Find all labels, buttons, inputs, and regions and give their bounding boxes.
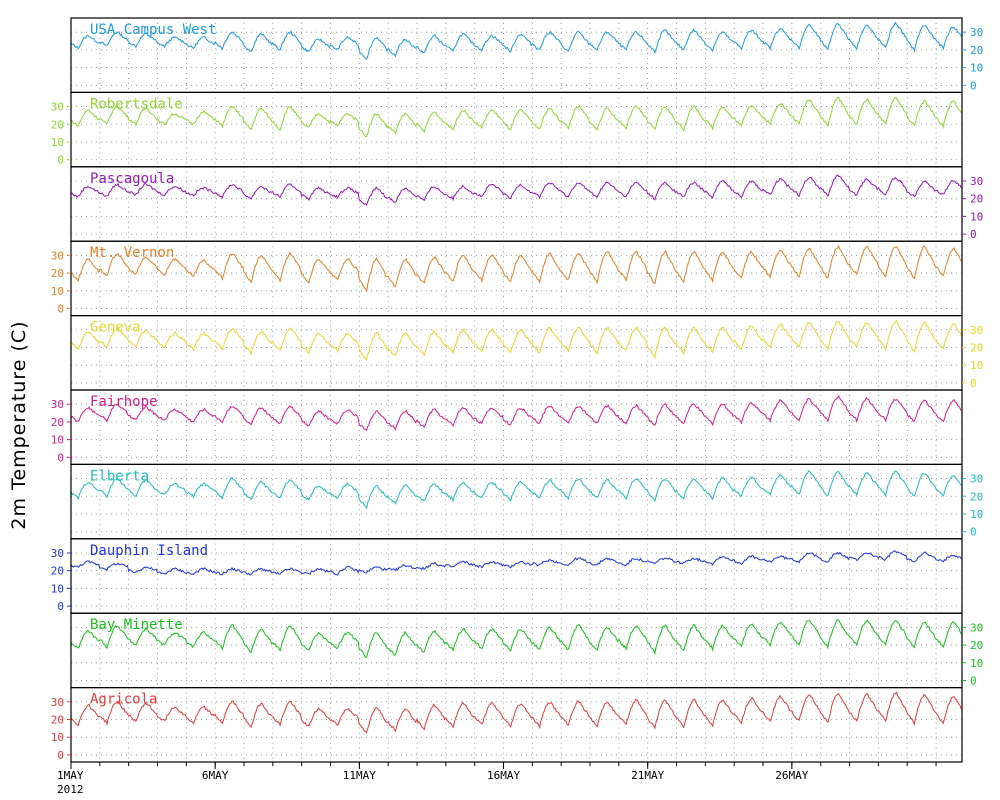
panel-robertsdale: 0 10 20 30 Robertsdale [51,91,963,168]
y-tick-label: 20 [970,341,983,354]
y-tick-label: 10 [970,359,983,372]
y-tick-label: 0 [57,154,64,167]
x-tick-label: 6MAY [202,769,229,782]
x-tick-label: 11MAY [343,769,376,782]
panel-frame [70,166,963,242]
y-tick-label: 10 [970,210,983,223]
panel-usa-campus-west: 0 10 20 30 USA Campus West [70,17,983,94]
y-tick-label: 10 [970,508,983,521]
panel-dauphin-island: 0 10 20 30 Dauphin Island [51,538,963,614]
y-tick-label: 10 [51,582,64,595]
y-tick-label: 10 [970,657,983,670]
y-tick-label: 0 [970,228,977,241]
panel-frame [70,686,963,763]
y-tick-label: 30 [51,696,64,709]
y-tick-label: 30 [51,249,64,262]
panel-pascagoula: 0 10 20 30 Pascagoula [70,166,983,242]
series-line [70,469,962,510]
station-label: Geneva [90,320,141,336]
panel-geneva: 0 10 20 30 Geneva [70,315,983,391]
panel-frame [70,315,963,391]
station-label: Pascagoula [90,171,174,187]
y-tick-label: 0 [970,675,977,688]
y-tick-label: 30 [970,175,983,188]
series-line [70,174,962,206]
y-tick-label: 30 [970,26,983,39]
series-line [70,550,962,576]
y-tick-label: 0 [57,451,64,464]
y-tick-label: 30 [970,473,983,486]
x-tick-label: 1MAY [57,769,84,782]
panel-frame [70,612,963,689]
y-tick-label: 10 [51,136,64,149]
y-tick-label: 30 [51,398,64,411]
y-tick-label: 20 [970,639,983,652]
y-tick-label: 10 [51,434,64,447]
x-tick-sublabel: 2012 [57,783,84,796]
series-line [70,395,962,431]
series-line [70,619,962,658]
series-line [70,244,962,292]
y-tick-label: 20 [970,193,983,206]
series-line [70,21,962,61]
station-label: Bay Minette [90,617,183,633]
y-tick-label: 20 [51,416,64,429]
series-line [70,96,962,137]
y-tick-label: 30 [51,101,64,114]
y-tick-label: 0 [970,79,977,92]
station-label: Dauphin Island [90,543,208,559]
station-label: Fairhope [90,394,157,410]
y-axis-label: 2m Temperature (C) [8,320,30,529]
panel-bay-minette: 0 10 20 30 Bay Minette [70,612,983,689]
y-tick-label: 10 [970,62,983,75]
y-tick-label: 30 [51,547,64,560]
y-tick-label: 0 [57,303,64,316]
y-tick-label: 30 [970,324,983,337]
series-line [70,691,962,734]
y-tick-label: 20 [51,267,64,280]
y-tick-label: 20 [970,44,983,57]
y-tick-label: 0 [57,600,64,613]
panel-frame [70,240,963,317]
series-line [70,319,962,362]
y-tick-label: 20 [51,565,64,578]
x-tick-label: 16MAY [487,769,520,782]
panels-group: 0 10 20 30 USA Campus West 0 10 20 30 Robertsdale… [51,17,983,763]
station-label: USA Campus West [90,22,216,38]
y-tick-label: 0 [970,526,977,539]
panel-frame [70,389,963,466]
panel-mt-vernon: 0 10 20 30 Mt. Vernon [51,240,963,317]
panel-agricola: 0 10 20 30 Agricola [51,686,963,763]
station-label: Agricola [90,692,157,708]
station-label: Robertsdale [90,96,183,112]
panel-frame [70,463,963,540]
y-tick-label: 20 [51,713,64,726]
y-tick-label: 20 [51,118,64,131]
panel-frame [70,91,963,168]
panel-elberta: 0 10 20 30 Elberta [70,463,983,540]
panel-fairhope: 0 10 20 30 Fairhope [51,389,963,466]
station-label: Mt. Vernon [90,245,174,261]
x-tick-label: 26MAY [775,769,808,782]
y-tick-label: 20 [970,490,983,503]
y-tick-label: 10 [51,285,64,298]
y-tick-label: 0 [970,377,977,390]
y-tick-label: 0 [57,749,64,762]
y-tick-label: 10 [51,731,64,744]
station-label: Elberta [90,468,149,484]
y-tick-label: 30 [970,621,983,634]
x-tick-label: 21MAY [631,769,664,782]
